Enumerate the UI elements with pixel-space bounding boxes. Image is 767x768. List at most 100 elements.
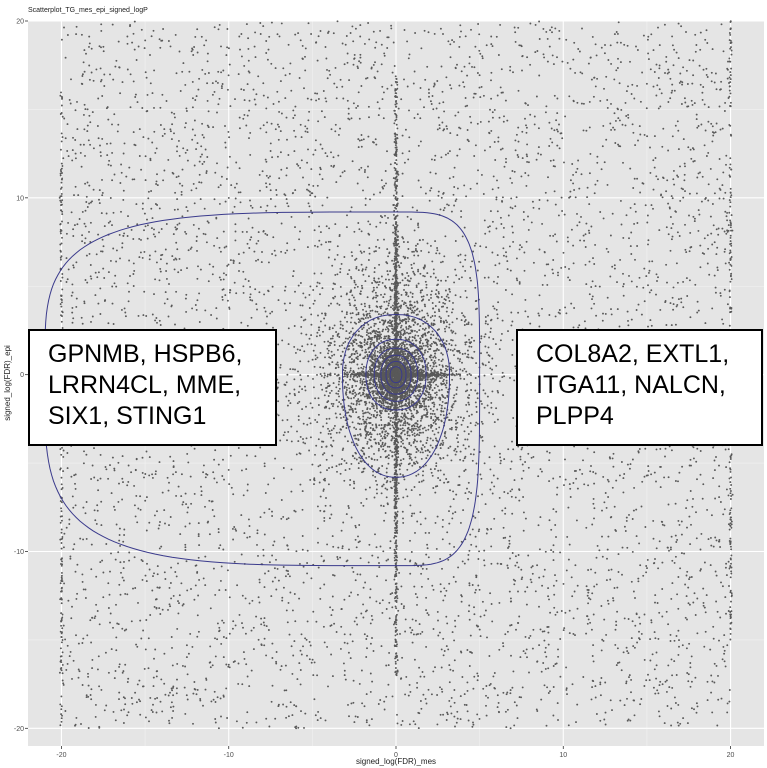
data-point <box>445 645 448 648</box>
data-point <box>600 649 603 652</box>
data-point <box>86 108 89 111</box>
data-point <box>313 229 316 232</box>
data-point <box>518 696 521 699</box>
data-point <box>695 537 698 540</box>
data-point <box>554 233 557 236</box>
data-point <box>365 693 368 696</box>
data-point <box>545 105 548 108</box>
data-point <box>401 439 404 442</box>
data-point <box>466 681 469 684</box>
data-point <box>228 136 231 139</box>
data-point <box>592 660 595 663</box>
data-point <box>172 465 175 468</box>
data-point <box>699 569 702 572</box>
data-point <box>319 366 322 369</box>
data-point <box>324 46 327 48</box>
data-point <box>143 212 146 215</box>
data-point <box>573 189 576 191</box>
data-point <box>696 176 699 179</box>
data-point <box>544 667 547 670</box>
data-point <box>630 580 633 583</box>
data-point <box>169 706 172 709</box>
data-point <box>679 567 682 570</box>
data-point <box>683 162 686 165</box>
data-point <box>412 633 415 636</box>
data-point <box>586 186 589 189</box>
data-point <box>377 114 380 117</box>
data-point <box>563 161 565 164</box>
data-point <box>123 232 126 235</box>
data-point <box>193 119 196 122</box>
data-point <box>687 146 690 149</box>
data-point <box>271 253 274 255</box>
data-point <box>290 440 293 443</box>
data-point <box>430 693 433 696</box>
data-point <box>669 640 672 642</box>
data-point <box>552 508 555 511</box>
data-point <box>155 183 158 185</box>
data-point <box>142 685 145 688</box>
data-point <box>392 263 395 266</box>
data-point <box>416 423 419 426</box>
data-point <box>169 128 172 131</box>
data-point <box>75 261 78 264</box>
data-point <box>667 476 670 479</box>
data-point <box>60 132 63 135</box>
data-point <box>95 522 98 525</box>
data-point <box>348 467 351 470</box>
data-point <box>193 447 196 450</box>
data-point <box>479 473 482 476</box>
data-point <box>655 664 658 667</box>
data-point <box>543 639 546 642</box>
data-point <box>550 528 553 531</box>
data-point <box>645 275 648 278</box>
data-point <box>265 186 268 188</box>
data-point <box>589 598 592 601</box>
data-point <box>492 338 495 340</box>
data-point <box>629 463 632 466</box>
data-point <box>502 247 505 250</box>
data-point <box>312 674 315 677</box>
data-point <box>316 421 319 424</box>
data-point <box>682 306 685 309</box>
data-point <box>89 264 92 266</box>
data-point <box>175 241 178 244</box>
data-point <box>548 459 551 462</box>
data-point <box>555 662 558 665</box>
data-point <box>657 637 660 640</box>
data-point <box>676 538 679 541</box>
data-point <box>456 187 459 190</box>
data-point <box>218 547 221 550</box>
data-point <box>333 164 336 167</box>
data-point <box>552 665 555 667</box>
data-point <box>102 596 105 599</box>
data-point <box>126 681 129 683</box>
data-point <box>668 686 671 689</box>
data-point <box>466 138 469 141</box>
data-point <box>417 633 419 635</box>
data-point <box>434 172 437 175</box>
data-point <box>157 527 160 530</box>
data-point <box>702 86 705 88</box>
data-point <box>527 554 530 557</box>
data-point <box>456 154 459 157</box>
data-point <box>548 45 551 48</box>
data-point <box>254 288 257 291</box>
data-point <box>568 543 571 546</box>
data-point <box>314 139 317 142</box>
data-point <box>490 43 493 46</box>
data-point <box>91 658 94 661</box>
data-point <box>343 256 346 258</box>
data-point <box>306 562 309 564</box>
data-point <box>96 668 99 671</box>
data-point <box>491 188 494 191</box>
data-point <box>339 78 342 81</box>
data-point <box>504 99 507 102</box>
data-point <box>439 413 442 416</box>
data-point <box>167 40 170 42</box>
data-point <box>559 551 562 554</box>
data-point <box>121 242 124 245</box>
data-point <box>174 226 177 229</box>
data-point <box>313 272 316 275</box>
data-point <box>483 614 486 617</box>
